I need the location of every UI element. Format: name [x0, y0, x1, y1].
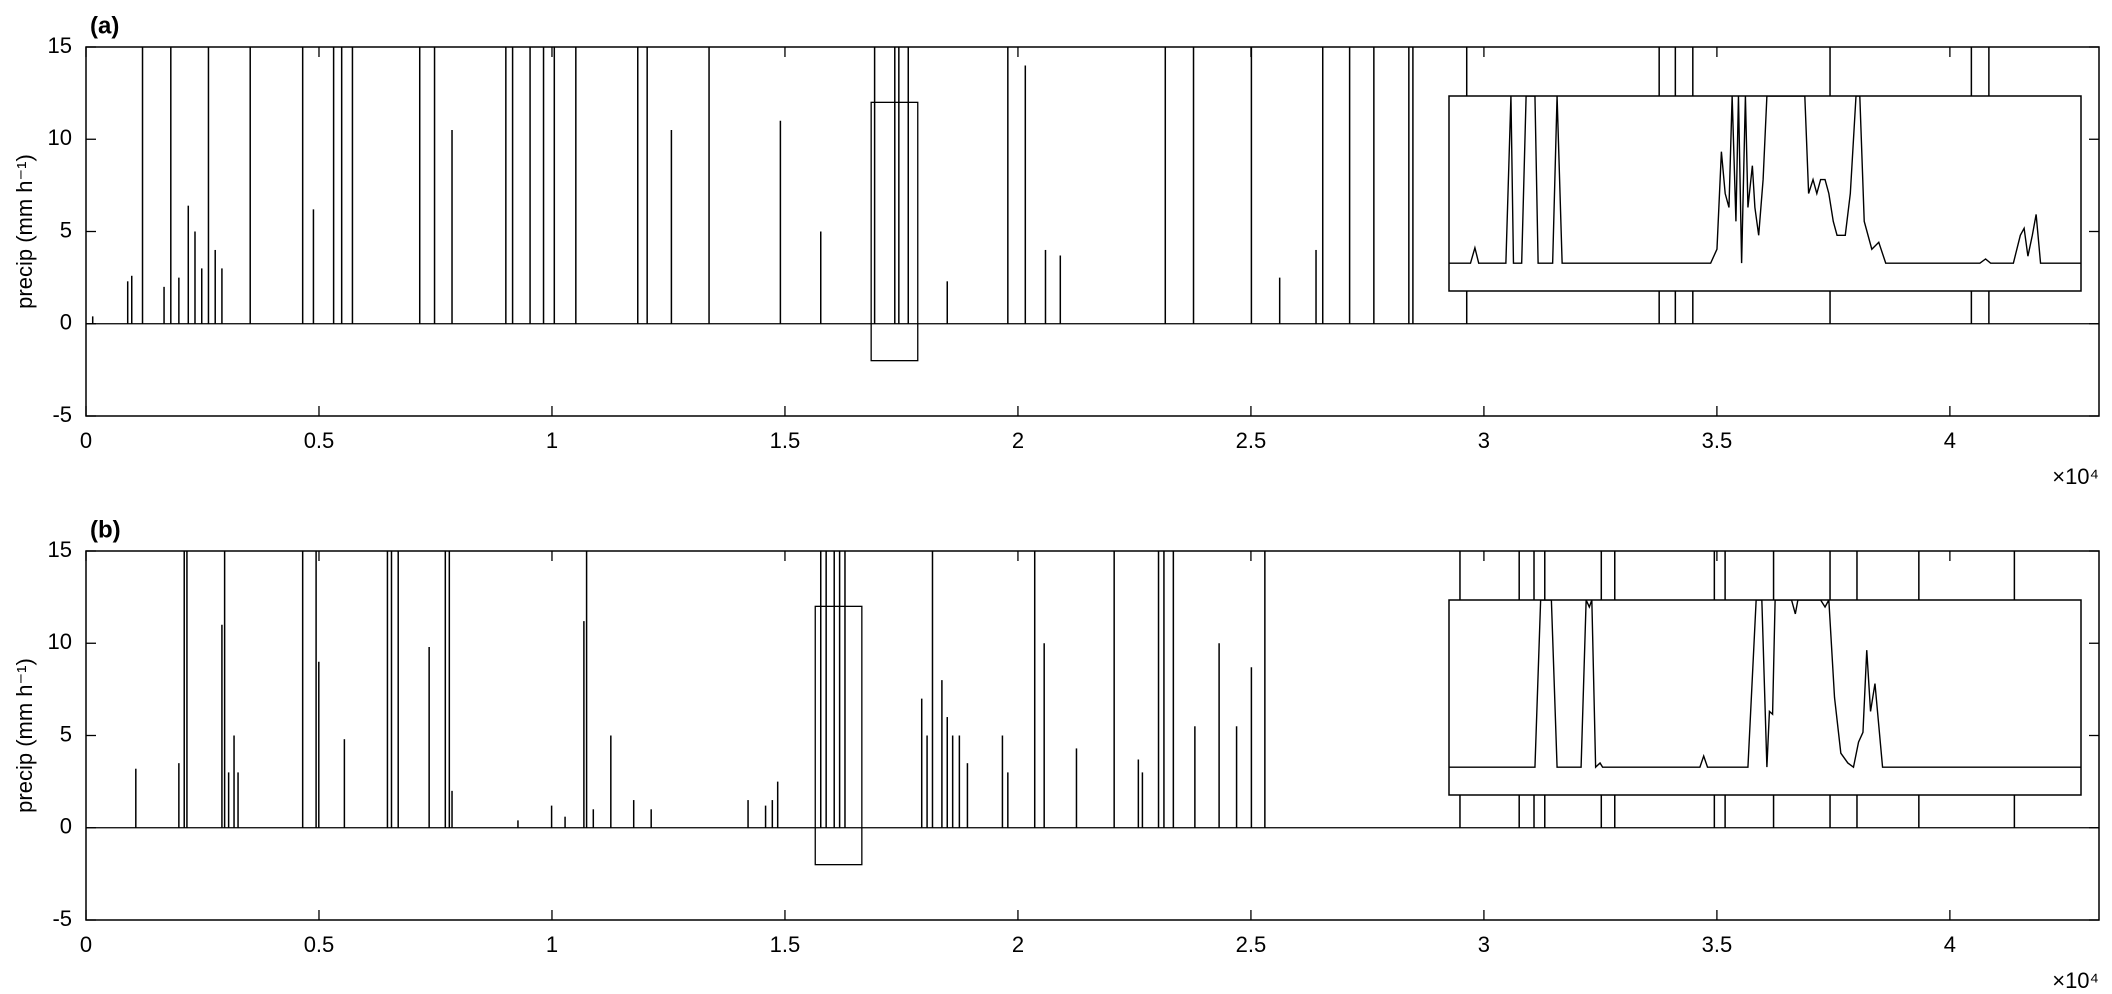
- x-tick-label: 0: [80, 428, 92, 453]
- zoom-box: [814, 605, 863, 866]
- panel-label: (a): [90, 12, 119, 39]
- x-tick-label: 3: [1478, 932, 1490, 957]
- x-tick-label: 4: [1944, 932, 1956, 957]
- x-multiplier: ×10⁴: [2052, 968, 2099, 993]
- y-tick-label: 0: [60, 310, 72, 335]
- x-tick-label: 1: [546, 428, 558, 453]
- x-tick-label: 2: [1012, 428, 1024, 453]
- x-tick-label: 2.5: [1236, 428, 1267, 453]
- x-tick-label: 2: [1012, 932, 1024, 957]
- inset-line: [1449, 600, 2081, 769]
- y-tick-label: 5: [60, 721, 72, 746]
- x-tick-label: 1.5: [770, 428, 801, 453]
- y-axis-label: precip (mm h⁻¹): [12, 658, 37, 813]
- x-tick-label: 0.5: [304, 932, 335, 957]
- x-tick-label: 3.5: [1702, 932, 1733, 957]
- x-tick-label: 1.5: [770, 932, 801, 957]
- y-tick-label: 5: [60, 217, 72, 242]
- y-tick-label: 10: [48, 125, 72, 150]
- x-tick-label: 1: [546, 932, 558, 957]
- y-tick-label: 10: [48, 629, 72, 654]
- y-tick-label: 15: [48, 537, 72, 562]
- x-tick-label: 3: [1478, 428, 1490, 453]
- x-tick-label: 2.5: [1236, 932, 1267, 957]
- x-tick-label: 4: [1944, 428, 1956, 453]
- y-tick-label: -5: [52, 402, 72, 427]
- x-multiplier: ×10⁴: [2052, 464, 2099, 489]
- panel: (a) precip (mm h⁻¹) ×10⁴ -5 0 5 10 15 0 0.5 1 1.5 2 2…: [12, 12, 2100, 489]
- panel-label: (b): [90, 516, 121, 543]
- y-tick-label: 15: [48, 33, 72, 58]
- x-tick-label: 0: [80, 932, 92, 957]
- x-tick-label: 0.5: [304, 428, 335, 453]
- inset-line: [1449, 96, 2081, 264]
- panel: (b) precip (mm h⁻¹) ×10⁴ -5 0 5 10 15 0 0.5 1 1.5 2 2…: [12, 516, 2100, 993]
- zoom-box: [870, 101, 919, 362]
- y-axis-label: precip (mm h⁻¹): [12, 154, 37, 309]
- x-tick-label: 3.5: [1702, 428, 1733, 453]
- y-tick-label: -5: [52, 906, 72, 931]
- y-tick-label: 0: [60, 814, 72, 839]
